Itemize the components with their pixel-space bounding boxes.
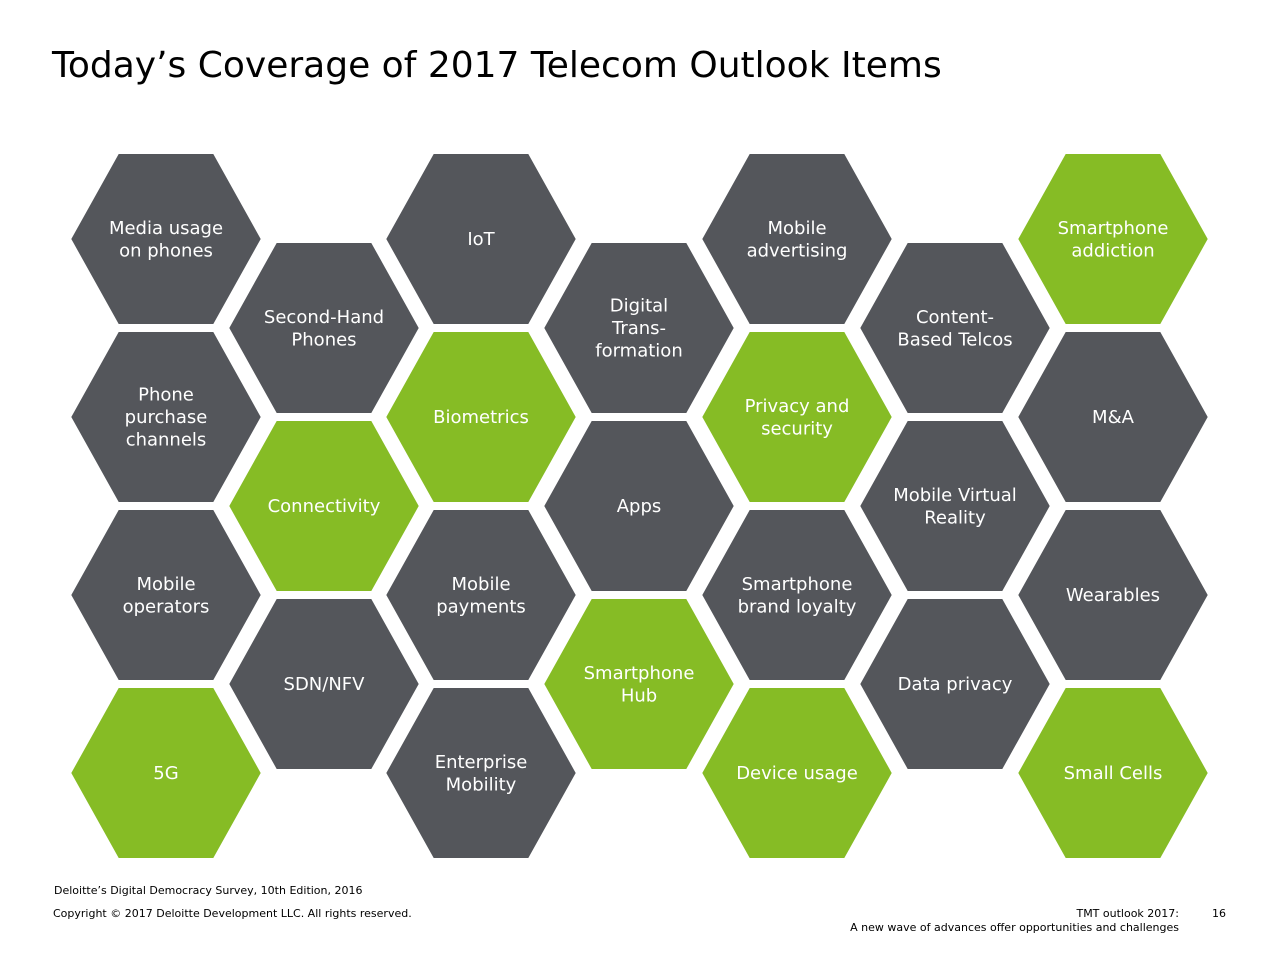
- hexagon-label: IoT: [467, 229, 495, 250]
- hexagon-shape: [1013, 328, 1213, 506]
- hexagon-label: channels: [126, 430, 207, 451]
- hexagon-shape: [697, 150, 897, 328]
- hexagon-label: Reality: [924, 507, 986, 528]
- hexagon-shape: [66, 150, 266, 328]
- hexagon-shape: [66, 506, 266, 684]
- hexagon-label: Digital: [610, 296, 668, 317]
- page-number: 16: [1212, 907, 1226, 920]
- hexagon-shape: [539, 595, 739, 773]
- hexagon-label: Biometrics: [433, 407, 529, 428]
- hexagon-shape: [66, 328, 266, 506]
- hexagon-shape: [224, 595, 424, 773]
- hexagon-label: Phones: [291, 329, 356, 350]
- hexagon-wearables: Wearables: [1013, 506, 1213, 684]
- hexagon-shape: [224, 417, 424, 595]
- source-note: Deloitte’s Digital Democracy Survey, 10t…: [54, 884, 363, 897]
- hexagon-sdn-nfv: SDN/NFV: [224, 595, 424, 773]
- hexagon-label: M&A: [1092, 407, 1135, 428]
- hexagon-label: Media usage: [109, 218, 223, 239]
- hexagon-label: Enterprise: [435, 752, 528, 773]
- publication-title: TMT outlook 2017: A new wave of advances…: [850, 907, 1179, 935]
- hexagon-label: Privacy and: [745, 396, 850, 417]
- hexagon-label: Small Cells: [1064, 763, 1163, 784]
- hexagon-label: Smartphone: [1058, 218, 1169, 239]
- hexagon-connectivity: Connectivity: [224, 417, 424, 595]
- slide-title: Today’s Coverage of 2017 Telecom Outlook…: [52, 45, 942, 86]
- hexagon-manda: M&A: [1013, 328, 1213, 506]
- hexagon-content-based-telcos: Content-Based Telcos: [855, 239, 1055, 417]
- hexagon-shape: [697, 506, 897, 684]
- hexagon-label: security: [761, 418, 833, 439]
- hexagon-shape: [381, 506, 581, 684]
- hexagon-label: Mobile: [136, 574, 195, 595]
- hexagon-label: on phones: [119, 240, 213, 261]
- hexagon-small-cells: Small Cells: [1013, 684, 1213, 862]
- hexagon-label: Device usage: [736, 763, 858, 784]
- hexagon-label: SDN/NFV: [284, 674, 366, 695]
- hexagon-label: Based Telcos: [897, 329, 1012, 350]
- copyright-text: Copyright © 2017 Deloitte Development LL…: [53, 907, 412, 920]
- hexagon-label: Mobile: [767, 218, 826, 239]
- hexagon-label: Wearables: [1066, 585, 1160, 606]
- hexagon-label: operators: [123, 596, 210, 617]
- hexagon-apps: Apps: [539, 417, 739, 595]
- hexagon-label: Apps: [617, 496, 662, 517]
- hexagon-label: advertising: [747, 240, 848, 261]
- hexagon-label: purchase: [125, 407, 208, 428]
- hexagon-label: 5G: [153, 763, 178, 784]
- publication-title-line-1: TMT outlook 2017:: [1076, 907, 1179, 920]
- hexagon-shape: [697, 328, 897, 506]
- hexagon-label: payments: [436, 596, 526, 617]
- hexagon-label: Content-: [916, 307, 994, 328]
- hexagon-shape: [855, 595, 1055, 773]
- hexagon-label: Phone: [138, 385, 194, 406]
- hexagon-label: Mobile Virtual: [893, 485, 1017, 506]
- hexagon-label: Second-Hand: [264, 307, 384, 328]
- hexagon-label: brand loyalty: [738, 596, 857, 617]
- hexagon-label: Connectivity: [268, 496, 381, 517]
- hexagon-label: Hub: [621, 685, 657, 706]
- hexagon-shape: [66, 684, 266, 862]
- hexagon-label: Data privacy: [898, 674, 1013, 695]
- hexagon-biometrics: Biometrics: [381, 328, 581, 506]
- hexagon-shape: [855, 417, 1055, 595]
- hexagon-shape: [697, 684, 897, 862]
- hexagon-shape: [539, 239, 739, 417]
- hexagon-iot: IoT: [381, 150, 581, 328]
- hexagon-shape: [539, 417, 739, 595]
- hexagon-label: Trans-: [611, 318, 666, 339]
- hexagon-device-usage: Device usage: [697, 684, 897, 862]
- hexagon-label: Smartphone: [742, 574, 853, 595]
- hexagon-5g: 5G: [66, 684, 266, 862]
- publication-title-line-2: A new wave of advances offer opportuniti…: [850, 921, 1179, 934]
- hexagon-label: Smartphone: [584, 663, 695, 684]
- hexagon-shape: [855, 239, 1055, 417]
- hexagon-data-privacy: Data privacy: [855, 595, 1055, 773]
- hexagon-shape: [224, 239, 424, 417]
- hexagon-label: Mobile: [451, 574, 510, 595]
- hexagon-shape: [1013, 684, 1213, 862]
- hexagon-label: Mobility: [446, 774, 517, 795]
- hexagon-label: formation: [595, 341, 682, 362]
- hexagon-shape: [1013, 150, 1213, 328]
- hexagon-shape: [381, 684, 581, 862]
- hexagon-label: addiction: [1071, 240, 1154, 261]
- hexagon-shape: [381, 150, 581, 328]
- hexagon-shape: [1013, 506, 1213, 684]
- hexagon-shape: [381, 328, 581, 506]
